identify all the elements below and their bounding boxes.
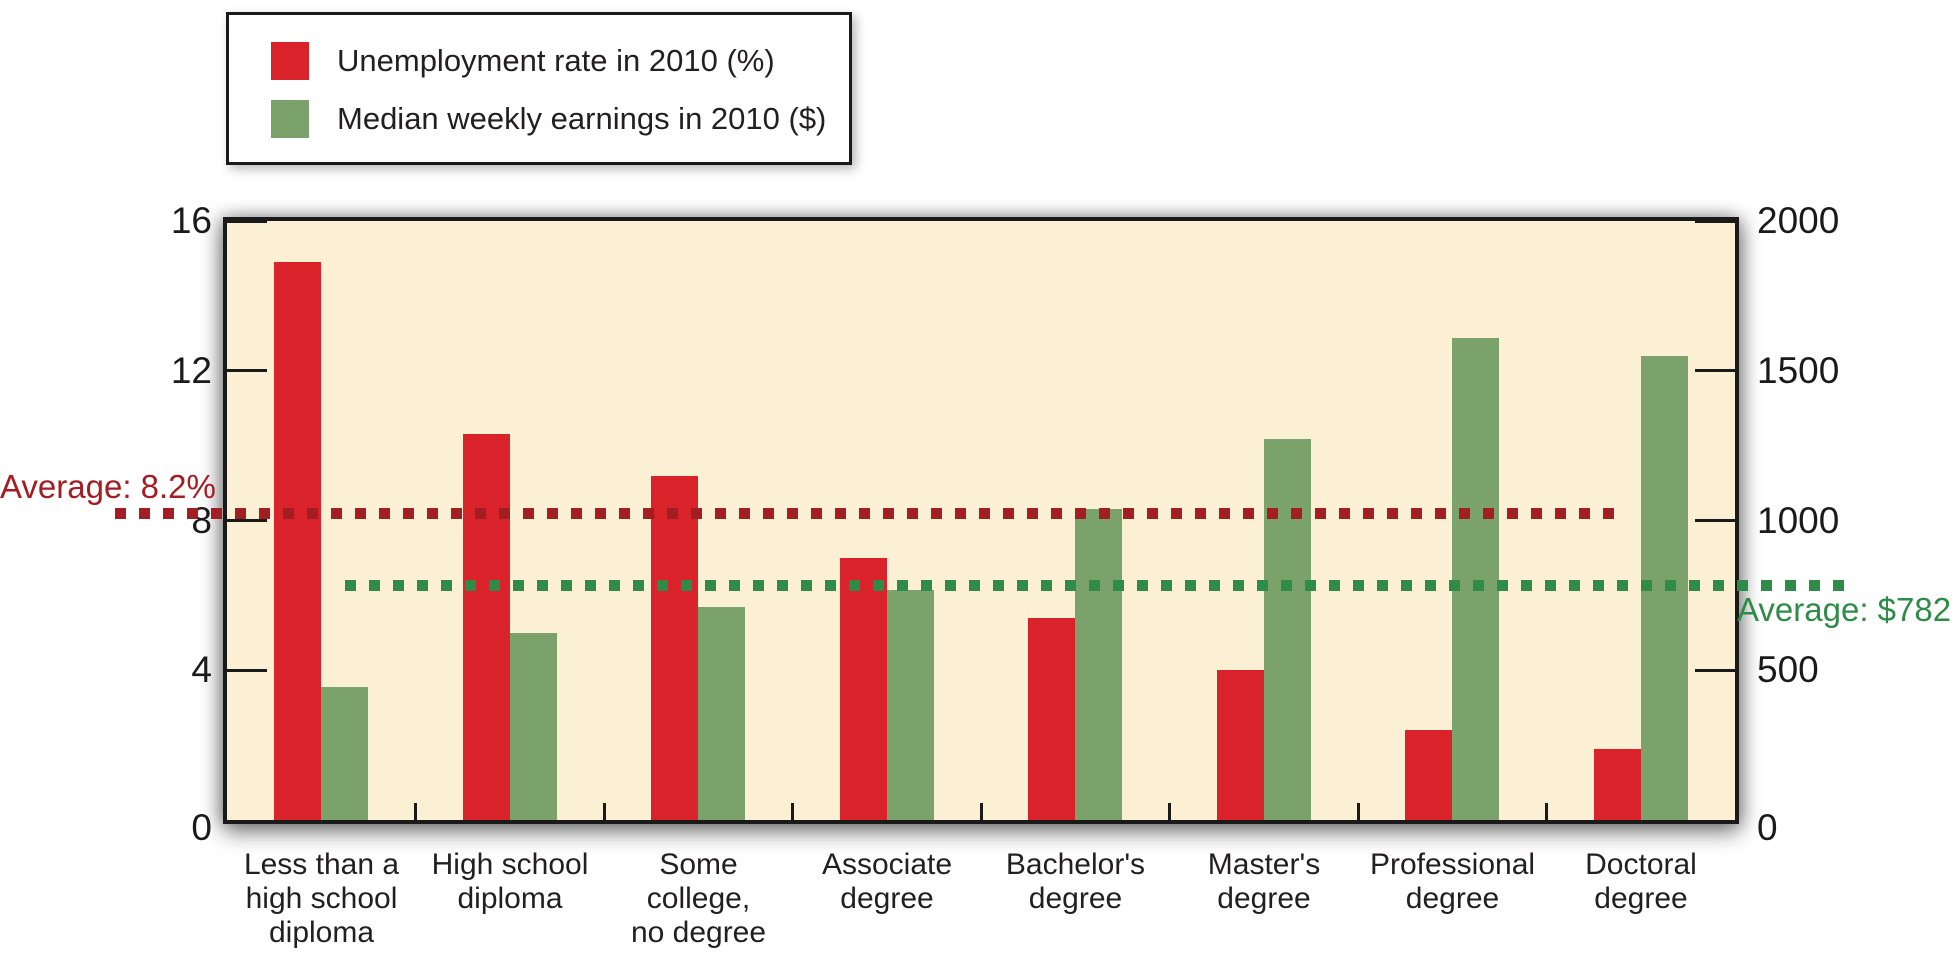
x-axis-tick-1 — [414, 803, 417, 820]
x-axis-tick-3 — [791, 803, 794, 820]
category-label-line: high school — [245, 882, 398, 915]
legend-swatch-red-icon — [271, 42, 309, 80]
category-label-line: degree — [1028, 882, 1123, 915]
legend-item-earnings: Median weekly earnings in 2010 ($) — [271, 100, 826, 138]
category-label-line: Doctoral — [1585, 848, 1697, 881]
legend-label-unemployment: Unemployment rate in 2010 (%) — [337, 43, 775, 78]
y-axis-tick-right-2000 — [1695, 219, 1735, 223]
tick-label-right-0: 0 — [1757, 807, 1778, 848]
category-label-line: Associate — [821, 848, 953, 881]
bar-earnings-6 — [1452, 337, 1500, 820]
y-axis-tick-left-12 — [227, 369, 267, 373]
category-label-line: college, — [646, 882, 751, 915]
average-line-unemployment — [115, 507, 1623, 519]
x-axis-tick-6 — [1356, 803, 1360, 820]
legend-box: Unemployment rate in 2010 (%) Median wee… — [226, 12, 852, 165]
tick-label-right-1000: 1000 — [1757, 499, 1840, 541]
legend-label-earnings: Median weekly earnings in 2010 ($) — [337, 101, 827, 136]
tick-label-left-4: 4 — [191, 649, 212, 691]
category-label-0: Less than a high school diploma — [227, 848, 416, 950]
tick-label-right-500: 500 — [1757, 649, 1819, 691]
average-line-earnings — [345, 580, 1850, 592]
category-label-line: degree — [840, 882, 934, 915]
x-axis-tick-5 — [1168, 803, 1171, 820]
category-label-line: degree — [1405, 882, 1500, 915]
category-label-2: Some college, no degree — [604, 848, 793, 950]
bar-earnings-1 — [509, 632, 557, 820]
bar-earnings-4 — [1075, 509, 1123, 820]
category-label-line: Professional — [1369, 848, 1536, 881]
bar-earnings-5 — [1263, 439, 1311, 820]
bar-unemployment-5 — [1216, 670, 1264, 820]
y-axis-tick-left-16 — [227, 219, 267, 223]
category-label-line: Some — [659, 848, 738, 881]
tick-label-right-1500: 1500 — [1757, 349, 1840, 391]
bar-unemployment-1 — [462, 434, 510, 820]
x-axis-tick-4 — [979, 803, 983, 820]
bar-earnings-2 — [698, 606, 746, 820]
x-axis-tick-7 — [1545, 803, 1548, 820]
average-label-earnings: Average: $782 — [1737, 591, 1952, 628]
category-label-line: Master's — [1207, 848, 1321, 881]
category-label-6: Professional degree — [1358, 848, 1547, 916]
category-label-line: Less than a — [243, 848, 400, 881]
y-axis-tick-right-1500 — [1695, 369, 1735, 373]
bar-unemployment-4 — [1028, 617, 1076, 820]
average-label-unemployment: Average: 8.2% — [0, 468, 216, 505]
bar-unemployment-0 — [274, 262, 322, 820]
bar-earnings-0 — [321, 687, 369, 820]
legend-item-unemployment: Unemployment rate in 2010 (%) — [271, 42, 775, 80]
category-label-1: High school diploma — [416, 848, 605, 916]
bar-earnings-3 — [886, 590, 934, 820]
y-axis-tick-left-4 — [227, 668, 267, 672]
x-axis-tick-2 — [602, 803, 606, 820]
category-label-line: diploma — [457, 882, 563, 915]
legend-swatch-green-icon — [271, 100, 309, 138]
plot-area — [223, 217, 1739, 824]
y-axis-tick-left-8 — [227, 519, 267, 522]
category-label-line: High school — [431, 848, 589, 881]
y-axis-tick-right-1000 — [1695, 519, 1735, 522]
bar-unemployment-6 — [1405, 730, 1453, 820]
category-label-line: degree — [1217, 882, 1311, 915]
category-label-line: diploma — [268, 916, 375, 949]
category-label-line: Bachelor's — [1005, 848, 1146, 881]
category-label-line: degree — [1594, 882, 1688, 915]
bar-unemployment-3 — [839, 557, 887, 820]
category-label-4: Bachelor's degree — [981, 848, 1170, 916]
category-label-line: no degree — [630, 916, 767, 949]
bar-unemployment-7 — [1593, 748, 1641, 820]
y-axis-tick-right-500 — [1695, 668, 1735, 672]
bar-unemployment-2 — [651, 475, 699, 820]
tick-label-left-0: 0 — [191, 807, 212, 848]
category-label-3: Associate degree — [793, 848, 982, 916]
tick-label-left-12: 12 — [170, 349, 212, 391]
tick-label-right-2000: 2000 — [1757, 200, 1840, 241]
category-label-7: Doctoral degree — [1547, 848, 1736, 916]
tick-label-left-16: 16 — [170, 200, 212, 241]
category-label-5: Master's degree — [1170, 848, 1359, 916]
